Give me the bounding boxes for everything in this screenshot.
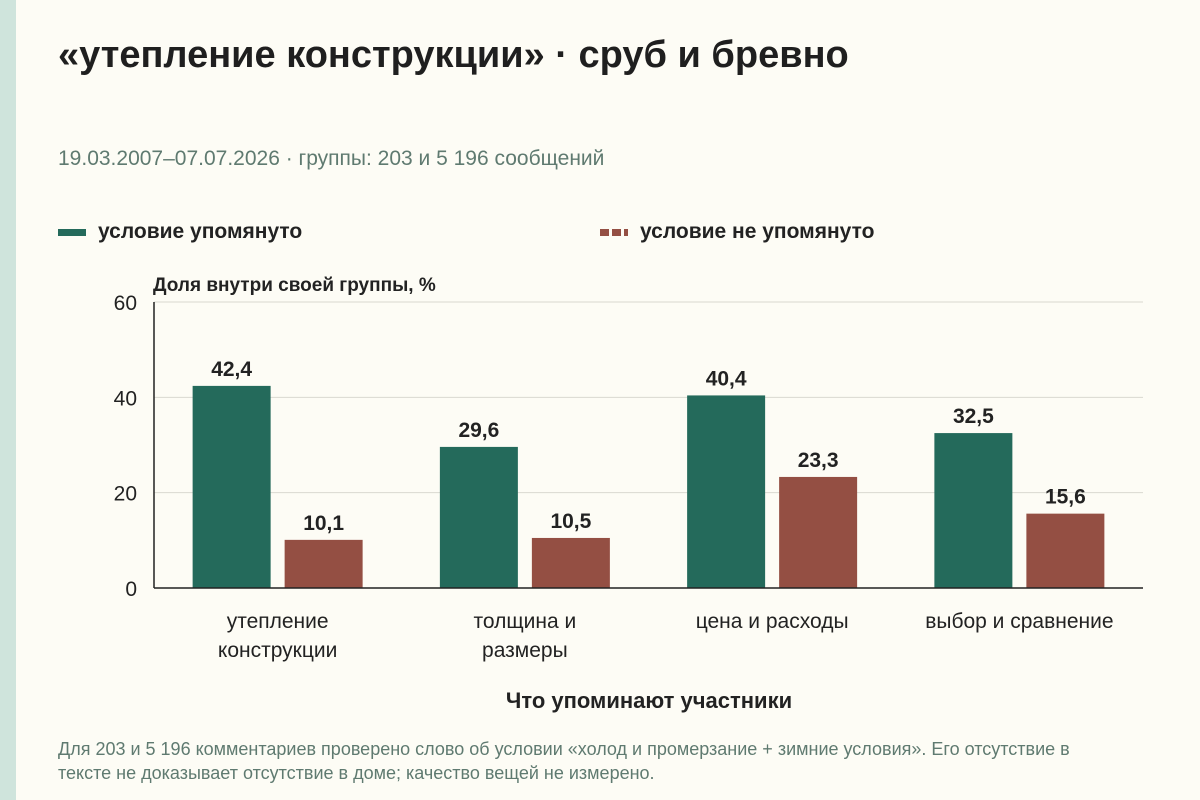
bar-mentioned-3 bbox=[934, 433, 1013, 588]
y-tick-label-60: 60 bbox=[114, 292, 137, 315]
chart-title: «утепление конструкции» · сруб и бревно bbox=[58, 34, 849, 76]
bar-not-mentioned-2 bbox=[779, 476, 858, 588]
x-tick-label-line: конструкции bbox=[218, 639, 337, 662]
data-label-mentioned-1: 29,6 bbox=[458, 419, 499, 442]
data-label-mentioned-3: 32,5 bbox=[953, 405, 994, 428]
x-tick-label-line: выбор и сравнение bbox=[925, 610, 1113, 633]
bar-not-mentioned-0 bbox=[284, 539, 363, 588]
axes: 0 20 40 60 утепление конструкции толщина и разм… bbox=[114, 292, 1143, 662]
x-tick-label-0: утепление конструкции bbox=[218, 610, 337, 662]
legend-swatch-not-mentioned bbox=[600, 228, 628, 236]
data-labels: 42,4 10,1 29,6 10,5 40,4 23,3 32,5 15,6 bbox=[211, 358, 1086, 535]
bars bbox=[192, 385, 1105, 588]
data-label-mentioned-2: 40,4 bbox=[706, 367, 747, 390]
x-tick-label-line: размеры bbox=[482, 639, 568, 662]
x-tick-label-line: толщина и bbox=[474, 610, 577, 633]
bar-mentioned-2 bbox=[687, 395, 766, 588]
bar-chart: 42,4 10,1 29,6 10,5 40,4 23,3 32,5 15,6 0 20 40 60… bbox=[114, 275, 1143, 713]
x-tick-label-line: утепление bbox=[227, 610, 329, 633]
x-tick-label-2: цена и расходы bbox=[696, 610, 849, 633]
chart-subtitle: 19.03.2007–07.07.2026 · группы: 203 и 5 … bbox=[58, 147, 605, 170]
y-axis-label: Доля внутри своей группы, % bbox=[153, 275, 436, 296]
y-tick-label-20: 20 bbox=[114, 483, 137, 506]
bar-not-mentioned-1 bbox=[531, 537, 610, 588]
data-label-not-mentioned-0: 10,1 bbox=[303, 512, 344, 535]
x-axis-label: Что упоминают участники bbox=[506, 688, 792, 713]
legend-swatch-mentioned bbox=[58, 228, 86, 236]
y-tick-label-40: 40 bbox=[114, 387, 137, 410]
bar-mentioned-1 bbox=[439, 446, 518, 588]
x-tick-label-1: толщина и размеры bbox=[474, 610, 577, 662]
left-accent-stripe bbox=[0, 0, 16, 800]
footnote: Для 203 и 5 196 комментариев проверено с… bbox=[58, 739, 1070, 783]
y-tick-label-0: 0 bbox=[125, 578, 137, 601]
data-label-not-mentioned-1: 10,5 bbox=[550, 510, 591, 533]
data-label-mentioned-0: 42,4 bbox=[211, 358, 252, 381]
legend-item-mentioned: условие упомянуто bbox=[58, 220, 302, 244]
legend-item-not-mentioned: условие не упомянуто bbox=[600, 220, 874, 244]
x-tick-label-3: выбор и сравнение bbox=[925, 610, 1113, 633]
legend-label-not-mentioned: условие не упомянуто bbox=[640, 220, 875, 243]
x-tick-label-line: цена и расходы bbox=[696, 610, 849, 633]
data-label-not-mentioned-2: 23,3 bbox=[798, 449, 839, 472]
bar-not-mentioned-3 bbox=[1026, 513, 1105, 588]
legend-label-mentioned: условие упомянуто bbox=[98, 220, 303, 243]
data-label-not-mentioned-3: 15,6 bbox=[1045, 486, 1086, 509]
bar-mentioned-0 bbox=[192, 385, 271, 588]
